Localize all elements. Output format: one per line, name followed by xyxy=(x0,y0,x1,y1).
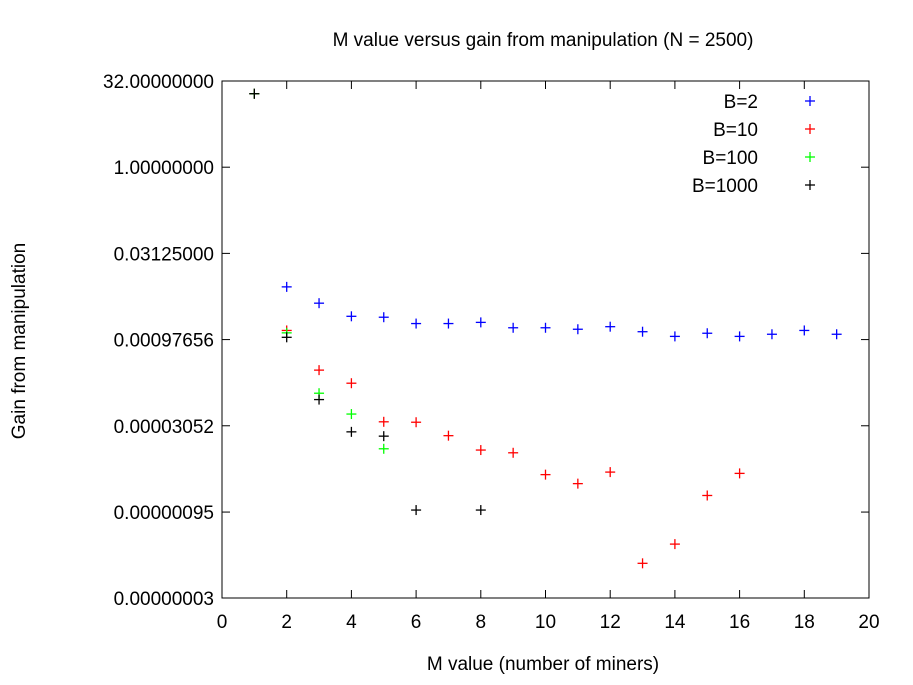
legend-marker xyxy=(805,124,815,134)
series-layer xyxy=(249,88,842,569)
data-point xyxy=(508,322,519,333)
x-tick-label: 0 xyxy=(217,612,228,633)
x-tick-label: 20 xyxy=(858,612,879,633)
data-point xyxy=(605,321,616,332)
y-axis: 32.00000000 1.00000000 0.03125000 0.0009765… xyxy=(103,72,869,610)
y-axis-label: Gain from manipulation xyxy=(9,243,30,439)
legend-marker xyxy=(805,152,815,162)
data-point xyxy=(378,312,389,323)
y-tick-label: 0.03125000 xyxy=(114,244,214,265)
x-tick-label: 18 xyxy=(794,612,815,633)
x-tick-label: 14 xyxy=(664,612,686,633)
data-point xyxy=(346,426,357,437)
data-point xyxy=(411,417,422,428)
data-point xyxy=(572,324,583,335)
data-point xyxy=(766,329,777,340)
plot-border xyxy=(221,80,870,599)
data-point xyxy=(378,416,389,427)
data-point xyxy=(734,331,745,342)
series-b-2 xyxy=(249,88,842,342)
series-b-1000 xyxy=(249,88,486,516)
data-point xyxy=(314,365,325,376)
x-tick-label: 10 xyxy=(535,612,556,633)
y-tick-label: 0.00097656 xyxy=(114,331,214,352)
data-point xyxy=(669,539,680,550)
chart-title: M value versus gain from manipulation (N… xyxy=(333,30,754,51)
data-point xyxy=(378,443,389,454)
data-point xyxy=(508,447,519,458)
x-axis: 0 2 4 6 8 10 12 14 16 18 20 xyxy=(217,81,880,633)
data-point xyxy=(314,298,325,309)
data-point xyxy=(346,378,357,389)
data-point xyxy=(540,322,551,333)
data-point xyxy=(605,467,616,478)
data-point xyxy=(314,394,325,405)
data-point xyxy=(346,311,357,322)
data-point xyxy=(281,332,292,343)
data-point xyxy=(475,317,486,328)
data-point xyxy=(475,505,486,516)
data-point xyxy=(637,558,648,569)
legend-label: B=100 xyxy=(703,148,758,169)
legend-label: B=2 xyxy=(724,92,758,113)
data-point xyxy=(411,318,422,329)
data-point xyxy=(411,505,422,516)
data-point xyxy=(702,328,713,339)
y-tick-label: 0.00003052 xyxy=(114,417,214,438)
y-tick-label: 1.00000000 xyxy=(114,158,214,179)
data-point xyxy=(443,318,454,329)
x-tick-label: 16 xyxy=(729,612,750,633)
data-point xyxy=(346,409,357,420)
data-point xyxy=(799,325,810,336)
x-tick-label: 8 xyxy=(476,612,487,633)
data-point xyxy=(669,331,680,342)
x-axis-label: M value (number of miners) xyxy=(427,654,659,675)
data-point xyxy=(540,469,551,480)
plot-frame xyxy=(221,80,870,599)
data-point xyxy=(378,431,389,442)
data-point xyxy=(443,430,454,441)
data-point xyxy=(475,445,486,456)
legend-marker xyxy=(805,96,815,106)
y-tick-label: 0.00000095 xyxy=(114,503,214,524)
x-tick-label: 6 xyxy=(411,612,422,633)
data-point xyxy=(281,281,292,292)
x-tick-label: 4 xyxy=(346,612,357,633)
data-point xyxy=(734,468,745,479)
legend-label: B=10 xyxy=(713,120,758,141)
legend-label: B=1000 xyxy=(692,176,758,197)
y-tick-label: 32.00000000 xyxy=(103,72,214,93)
legend-marker xyxy=(805,180,815,190)
data-point xyxy=(831,329,842,340)
data-point xyxy=(572,478,583,489)
x-tick-label: 2 xyxy=(281,612,292,633)
data-point xyxy=(249,88,260,99)
y-tick-label: 0.00000003 xyxy=(114,589,214,610)
x-tick-label: 12 xyxy=(600,612,621,633)
legend: B=2 B=10 B=100 B=1000 xyxy=(692,92,815,197)
data-point xyxy=(702,490,713,501)
data-point xyxy=(637,326,648,337)
series-b-10 xyxy=(249,88,745,569)
